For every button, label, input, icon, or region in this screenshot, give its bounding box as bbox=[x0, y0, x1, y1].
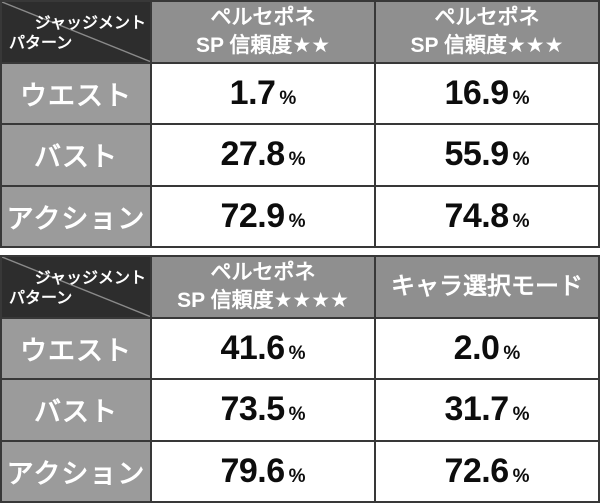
judgment-label: ジャッジメント bbox=[34, 270, 146, 287]
value-cell: 31.7% bbox=[376, 380, 598, 440]
value-cell: 41.6% bbox=[152, 318, 374, 378]
value-cell: 72.6% bbox=[376, 441, 598, 501]
value-cell: 1.7% bbox=[152, 63, 374, 123]
value-number: 2.0 bbox=[453, 328, 500, 367]
percent-sign: % bbox=[288, 404, 306, 426]
corner-cell: ジャッジメント パターン bbox=[2, 2, 150, 62]
header-line-2: SP 信頼度★★★ bbox=[410, 33, 564, 57]
row-label-action: アクション bbox=[2, 186, 150, 246]
value-number: 79.6 bbox=[220, 451, 285, 490]
percent-sign: % bbox=[512, 87, 530, 109]
value-number: 55.9 bbox=[444, 135, 509, 174]
value-cell: 27.8% bbox=[152, 125, 374, 185]
corner-cell: ジャッジメント パターン bbox=[2, 257, 150, 317]
value-number: 72.9 bbox=[220, 196, 285, 235]
stat-table-1: ジャッジメント パターン ペルセポネ SP 信頼度★★ ペルセポネ SP 信頼度… bbox=[0, 0, 600, 248]
value-number: 16.9 bbox=[444, 73, 509, 112]
percent-sign: % bbox=[503, 342, 521, 364]
percent-sign: % bbox=[279, 87, 297, 109]
pattern-label: パターン bbox=[9, 34, 73, 52]
header-line-2: SP 信頼度★★ bbox=[195, 33, 331, 57]
pattern-label: パターン bbox=[9, 289, 73, 307]
percent-sign: % bbox=[512, 210, 530, 232]
header-line-1: ペルセポネ bbox=[210, 261, 316, 285]
value-cell: 74.8% bbox=[376, 186, 598, 246]
percent-sign: % bbox=[512, 404, 530, 426]
header-line-1: ペルセポネ bbox=[210, 6, 316, 30]
judgment-label: ジャッジメント bbox=[34, 15, 146, 32]
value-number: 73.5 bbox=[220, 390, 285, 429]
value-cell: 72.9% bbox=[152, 186, 374, 246]
value-number: 74.8 bbox=[444, 196, 509, 235]
header-line-2: SP 信頼度★★★★ bbox=[177, 288, 349, 312]
header-line-1: ペルセポネ bbox=[434, 6, 540, 30]
diagonal-line-icon bbox=[2, 257, 150, 317]
row-label-bust: バスト bbox=[2, 380, 150, 440]
value-number: 31.7 bbox=[444, 390, 509, 429]
row-label-waist: ウエスト bbox=[2, 63, 150, 123]
diagonal-line-icon bbox=[2, 2, 150, 62]
percent-sign: % bbox=[288, 210, 306, 232]
value-cell: 73.5% bbox=[152, 380, 374, 440]
value-cell: 55.9% bbox=[376, 125, 598, 185]
column-header-sp3: ペルセポネ SP 信頼度★★★ bbox=[376, 2, 598, 62]
row-label-waist: ウエスト bbox=[2, 318, 150, 378]
column-header-sp2: ペルセポネ SP 信頼度★★ bbox=[152, 2, 374, 62]
value-cell: 79.6% bbox=[152, 441, 374, 501]
row-label-action: アクション bbox=[2, 441, 150, 501]
value-cell: 16.9% bbox=[376, 63, 598, 123]
percent-sign: % bbox=[512, 149, 530, 171]
value-number: 72.6 bbox=[444, 451, 509, 490]
value-number: 27.8 bbox=[220, 135, 285, 174]
percent-sign: % bbox=[512, 465, 530, 487]
value-number: 1.7 bbox=[229, 73, 276, 112]
row-label-bust: バスト bbox=[2, 125, 150, 185]
value-cell: 2.0% bbox=[376, 318, 598, 378]
column-header-sp4: ペルセポネ SP 信頼度★★★★ bbox=[152, 257, 374, 317]
header-line-1: キャラ選択モード bbox=[391, 273, 583, 301]
percent-sign: % bbox=[288, 465, 306, 487]
percent-sign: % bbox=[288, 342, 306, 364]
percent-sign: % bbox=[288, 149, 306, 171]
column-header-chara-select: キャラ選択モード bbox=[376, 257, 598, 317]
stat-table-2: ジャッジメント パターン ペルセポネ SP 信頼度★★★★ キャラ選択モード ウ… bbox=[0, 255, 600, 503]
value-number: 41.6 bbox=[220, 328, 285, 367]
